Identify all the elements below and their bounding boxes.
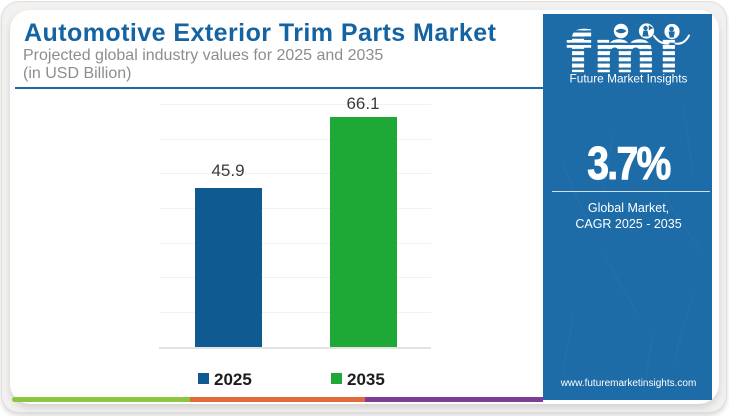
svg-text:Future Market Insights: Future Market Insights (570, 72, 688, 86)
